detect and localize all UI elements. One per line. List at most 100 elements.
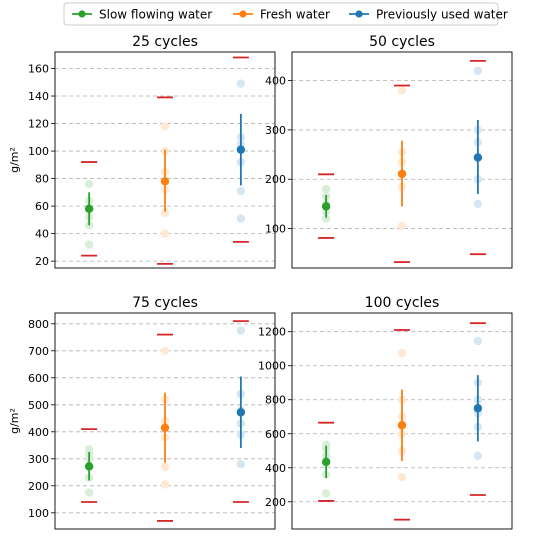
legend-label: Slow flowing water: [99, 8, 212, 22]
raw-data-point: [321, 489, 331, 498]
legend-label: Previously used water: [376, 8, 508, 22]
y-tick-label: 60: [35, 200, 49, 213]
mean-marker: [84, 204, 94, 214]
raw-data-point: [473, 451, 483, 461]
raw-data-point: [160, 462, 170, 472]
legend-swatch-marker: [355, 10, 363, 18]
mean-marker: [397, 169, 407, 179]
series-group: [157, 333, 173, 522]
series-group: [157, 96, 173, 265]
y-tick-label: 20: [35, 255, 49, 268]
axes-frame: [54, 51, 276, 269]
raw-data-point: [397, 472, 407, 482]
series-group: [469, 59, 486, 256]
raw-data-point: [473, 336, 483, 346]
raw-data-point: [84, 179, 94, 189]
mean-marker: [236, 408, 246, 417]
y-tick-label: 700: [28, 345, 49, 358]
y-tick-label: 200: [265, 173, 286, 186]
mean-marker: [473, 153, 483, 162]
y-tick-label: 800: [28, 318, 49, 331]
legend-frame: [63, 2, 499, 26]
axes-frame: [291, 51, 513, 269]
legend-entry: Slow flowing water: [72, 8, 212, 22]
raw-data-point: [397, 86, 407, 95]
raw-data-point: [321, 184, 331, 194]
series-group: [81, 161, 98, 257]
y-axis-label: g/m²: [8, 147, 21, 173]
y-tick-label: 200: [28, 480, 49, 493]
series-group: [318, 421, 335, 502]
y-tick-label: 40: [35, 228, 49, 241]
raw-data-point: [397, 348, 407, 358]
legend-swatch-marker: [78, 10, 86, 18]
chart-title: 75 cycles: [132, 295, 198, 311]
mean-marker: [84, 462, 94, 471]
series-group: [394, 329, 410, 521]
y-tick-label: 300: [265, 124, 286, 137]
raw-data-point: [397, 221, 407, 231]
legend-entry: Previously used water: [349, 8, 508, 22]
axes-frame: [54, 312, 276, 530]
mean-marker: [160, 177, 170, 186]
mean-marker: [321, 457, 331, 467]
y-tick-label: 500: [28, 399, 49, 412]
chart-title: 50 cycles: [369, 34, 435, 50]
raw-data-point: [473, 199, 483, 209]
raw-data-point: [84, 240, 94, 249]
series-group: [232, 56, 249, 243]
chart-panel: 100 cycles 200 400 600 800 1000 1200: [258, 295, 513, 530]
legend-label: Fresh water: [260, 8, 330, 22]
y-tick-label: 100: [28, 507, 49, 520]
chart-panel: 25 cycles g/m² 20 40 60 80 100 120 140 160: [8, 34, 276, 269]
panels: 25 cycles g/m² 20 40 60 80 100 120 140 160 50 cycl…: [8, 34, 513, 530]
raw-data-point: [160, 229, 170, 238]
raw-data-point: [236, 214, 246, 223]
y-tick-label: 1200: [258, 326, 286, 339]
mean-marker: [473, 404, 483, 413]
y-tick-label: 600: [28, 372, 49, 385]
mean-marker: [236, 145, 246, 154]
y-axis-label: g/m²: [8, 408, 21, 434]
series-group: [81, 428, 98, 503]
y-tick-label: 1000: [258, 360, 286, 373]
raw-data-point: [473, 66, 483, 75]
legend-entry: Fresh water: [233, 8, 330, 22]
raw-data-point: [236, 79, 246, 88]
series-group: [469, 322, 486, 496]
chart-panel: 50 cycles 100 200 300 400: [265, 34, 513, 269]
series-group: [318, 173, 335, 239]
y-tick-label: 600: [265, 428, 286, 441]
raw-data-point: [160, 208, 170, 218]
y-tick-label: 100: [28, 145, 49, 158]
y-tick-label: 100: [265, 223, 286, 236]
chart-title: 100 cycles: [365, 295, 440, 311]
y-tick-label: 140: [28, 90, 49, 103]
y-tick-label: 400: [265, 462, 286, 475]
y-tick-label: 300: [28, 453, 49, 466]
raw-data-point: [236, 326, 246, 335]
y-tick-label: 400: [28, 426, 49, 439]
mean-marker: [397, 421, 407, 430]
y-tick-label: 800: [265, 394, 286, 407]
series-group: [232, 320, 249, 503]
raw-data-point: [84, 488, 94, 497]
legend-swatch-marker: [239, 10, 247, 18]
axes-frame: [291, 312, 513, 530]
mean-marker: [160, 423, 170, 432]
y-tick-label: 120: [28, 118, 49, 131]
legend: Slow flowing water Fresh water Previously …: [63, 2, 508, 26]
raw-data-point: [321, 440, 331, 450]
chart-panel: 75 cycles g/m² 100 200 300 400 500 600 700 800: [8, 295, 276, 530]
raw-data-point: [160, 122, 170, 131]
chart-title: 25 cycles: [132, 34, 198, 50]
raw-data-point: [321, 214, 331, 223]
raw-data-point: [236, 460, 246, 469]
mean-marker: [321, 202, 331, 211]
y-tick-label: 200: [265, 496, 286, 509]
raw-data-point: [160, 346, 170, 355]
raw-data-point: [236, 186, 246, 196]
raw-data-point: [84, 445, 94, 454]
y-tick-label: 80: [35, 173, 49, 186]
